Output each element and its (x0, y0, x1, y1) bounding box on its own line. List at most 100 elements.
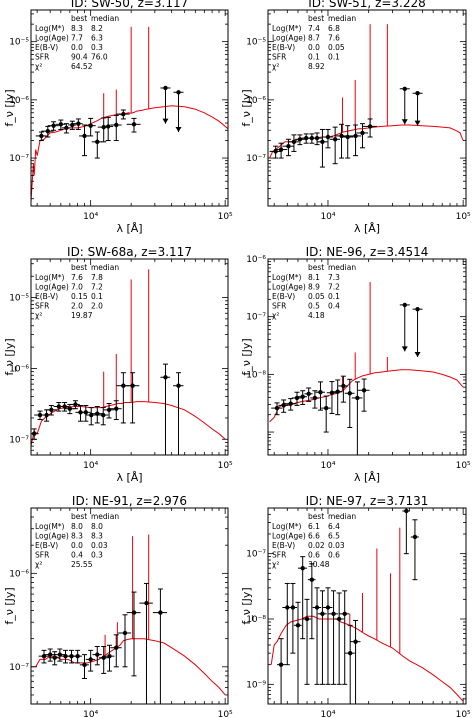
photometry-point (328, 590, 339, 685)
photometry-point (311, 132, 322, 146)
param-label: SFR (272, 302, 286, 311)
photometry-point (126, 117, 141, 133)
upper-limit (160, 85, 171, 124)
data-point (312, 395, 318, 401)
param-median: 2.0 (91, 302, 103, 311)
data-point (342, 611, 347, 617)
data-point (412, 534, 418, 540)
photometry-point (317, 590, 327, 685)
photometry-point (68, 120, 77, 130)
data-point (37, 412, 43, 418)
data-point (306, 391, 311, 397)
data-point (76, 121, 81, 126)
param-label: χ² (272, 560, 279, 569)
param-median: 0.1 (328, 292, 340, 301)
param-label: Log(M*) (272, 273, 302, 282)
photometry-point (282, 582, 292, 666)
param-median: 6.8 (328, 24, 340, 33)
photometry-point (345, 624, 355, 704)
photometry-point (321, 395, 331, 433)
param-best: 2.0 (71, 302, 83, 311)
photometry-point (332, 379, 343, 416)
table-header-best: best (308, 512, 324, 521)
data-point (70, 122, 75, 128)
data-point (285, 605, 290, 610)
param-median: 0.03 (91, 541, 108, 550)
y-tick-label: 10⁻⁶ (246, 255, 266, 265)
data-point (274, 405, 280, 411)
data-point (130, 383, 135, 388)
upper-limit-arrow (401, 119, 408, 125)
param-label: χ² (35, 311, 42, 320)
data-point (323, 405, 329, 411)
sed-panel-3: ID: SW-68a, z=3.117 10⁴ 10⁵ 10⁻⁵ 10⁻⁶ 10⁻⁷ λ [… (3, 245, 233, 484)
photometry-point (317, 128, 328, 168)
photometry-point (339, 590, 350, 685)
photometry-point (344, 378, 355, 428)
table-header-median: median (91, 263, 119, 272)
y-axis-label: f_ν [Jy] (3, 587, 16, 624)
photometry-point (152, 588, 168, 704)
param-median: 76.0 (91, 53, 108, 62)
data-point (101, 412, 106, 418)
param-best: 8.0 (71, 522, 83, 531)
param-label: SFR (272, 551, 286, 560)
photometry-point (85, 117, 96, 137)
upper-limit (399, 86, 410, 125)
data-point (163, 375, 168, 380)
param-median: 7.2 (328, 283, 340, 292)
panel-title: ID: NE-97, z=3.7131 (306, 494, 429, 508)
param-median: 8.0 (91, 522, 103, 531)
data-point (106, 407, 112, 413)
data-point (63, 653, 68, 659)
param-label: Log(M*) (35, 273, 65, 282)
param-label: SFR (35, 53, 49, 62)
data-point (341, 383, 346, 389)
table-header-best: best (71, 512, 87, 521)
x-axis-label: λ [Å] (116, 222, 142, 235)
data-point (114, 645, 119, 650)
param-label: Log(Age) (35, 283, 69, 292)
data-point (273, 149, 278, 154)
upper-limit (412, 91, 423, 126)
data-point (329, 390, 335, 395)
photometry-point (79, 654, 89, 679)
x-tick-label: 10⁵ (456, 212, 471, 222)
photometry-point (79, 124, 90, 157)
photometry-point (45, 648, 55, 662)
data-point (288, 401, 293, 406)
y-tick-label: 10⁻⁶ (246, 96, 266, 106)
data-point (278, 662, 284, 667)
data-point (176, 383, 181, 388)
data-point (325, 605, 331, 610)
photometry-point (271, 402, 283, 416)
data-point (107, 653, 112, 659)
photometry-point (341, 125, 354, 159)
table-header-median: median (91, 512, 119, 521)
data-point (51, 123, 56, 128)
param-median: 6.4 (328, 522, 340, 531)
photometry-point (55, 119, 66, 130)
y-tick-label: 10⁻⁷ (9, 435, 29, 445)
data-point (355, 395, 360, 401)
data-point (122, 630, 128, 636)
y-axis-label: f_ν [Jy] (240, 587, 253, 624)
param-best: 0.0 (71, 43, 83, 52)
data-point (347, 391, 352, 396)
data-point (95, 139, 100, 145)
data-point (121, 111, 126, 117)
param-label: Log(M*) (35, 24, 65, 33)
param-best: 8.9 (308, 283, 320, 292)
photometry-point (97, 117, 110, 143)
data-point (404, 508, 409, 514)
y-axis-label: f_ν [Jy] (240, 338, 253, 375)
data-point (45, 128, 51, 134)
data-point (75, 653, 80, 659)
photometry-point (323, 587, 333, 685)
data-point (320, 139, 325, 145)
data-point (309, 135, 315, 141)
param-label: Log(Age) (35, 34, 69, 43)
